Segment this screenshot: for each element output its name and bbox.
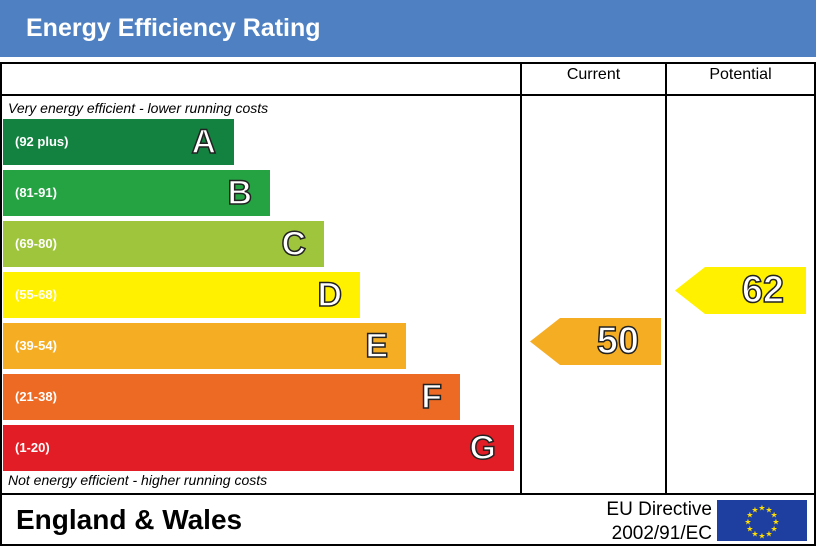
potential-rating-arrow: 62 (675, 267, 806, 314)
band-range: (69-80) (15, 236, 57, 251)
band-letter: E (365, 326, 389, 366)
bottom-note: Not energy efficient - higher running co… (8, 472, 268, 488)
svg-text:★: ★ (771, 525, 778, 534)
column-potential: Potential (709, 66, 772, 83)
svg-text:★: ★ (746, 511, 753, 520)
header-divider (0, 94, 816, 96)
directive-line2: 2002/91/EC (611, 523, 712, 544)
band-g: (1-20) G (3, 425, 514, 471)
svg-text:★: ★ (771, 511, 778, 520)
band-letter: G (469, 428, 497, 468)
band-range: (21-38) (15, 389, 57, 404)
band-range: (55-68) (15, 287, 57, 302)
svg-text:★: ★ (772, 518, 779, 527)
potential-rating-value: 62 (741, 268, 785, 312)
footer-divider (0, 493, 816, 495)
band-range: (1-20) (15, 440, 50, 455)
region-label: England & Wales (16, 504, 243, 535)
chart-title: Energy Efficiency Rating (0, 0, 816, 57)
svg-text:★: ★ (751, 505, 758, 514)
column-current: Current (566, 66, 621, 83)
directive-line1: EU Directive (606, 499, 712, 520)
eu-flag-icon: ★ ★ ★ ★ ★ ★ ★ ★ ★ ★ ★ ★ (717, 500, 807, 541)
band-letter: F (420, 377, 442, 417)
divider-current (520, 62, 522, 494)
svg-text:★: ★ (758, 504, 765, 513)
current-rating-arrow: 50 (530, 318, 661, 365)
top-note: Very energy efficient - lower running co… (8, 100, 269, 116)
band-range: (39-54) (15, 338, 57, 353)
svg-text:★: ★ (746, 525, 753, 534)
band-e: (39-54) E (3, 323, 406, 369)
rating-table (0, 62, 816, 546)
band-letter: C (281, 224, 307, 264)
svg-text:★: ★ (758, 532, 765, 541)
current-rating-value: 50 (596, 319, 640, 363)
band-range: (81-91) (15, 185, 57, 200)
band-letter: B (227, 173, 253, 213)
band-letter: D (317, 275, 343, 315)
svg-text:★: ★ (751, 530, 758, 539)
svg-text:★: ★ (744, 518, 751, 527)
band-letter: A (191, 122, 217, 162)
band-range: (92 plus) (15, 134, 69, 149)
svg-text:★: ★ (765, 505, 772, 514)
divider-potential (665, 62, 667, 494)
band-d: (55-68) D (3, 272, 360, 318)
band-a: (92 plus) A (3, 119, 234, 165)
band-b: (81-91) B (3, 170, 270, 216)
band-c: (69-80) C (3, 221, 324, 267)
band-f: (21-38) F (3, 374, 460, 420)
svg-text:★: ★ (765, 530, 772, 539)
